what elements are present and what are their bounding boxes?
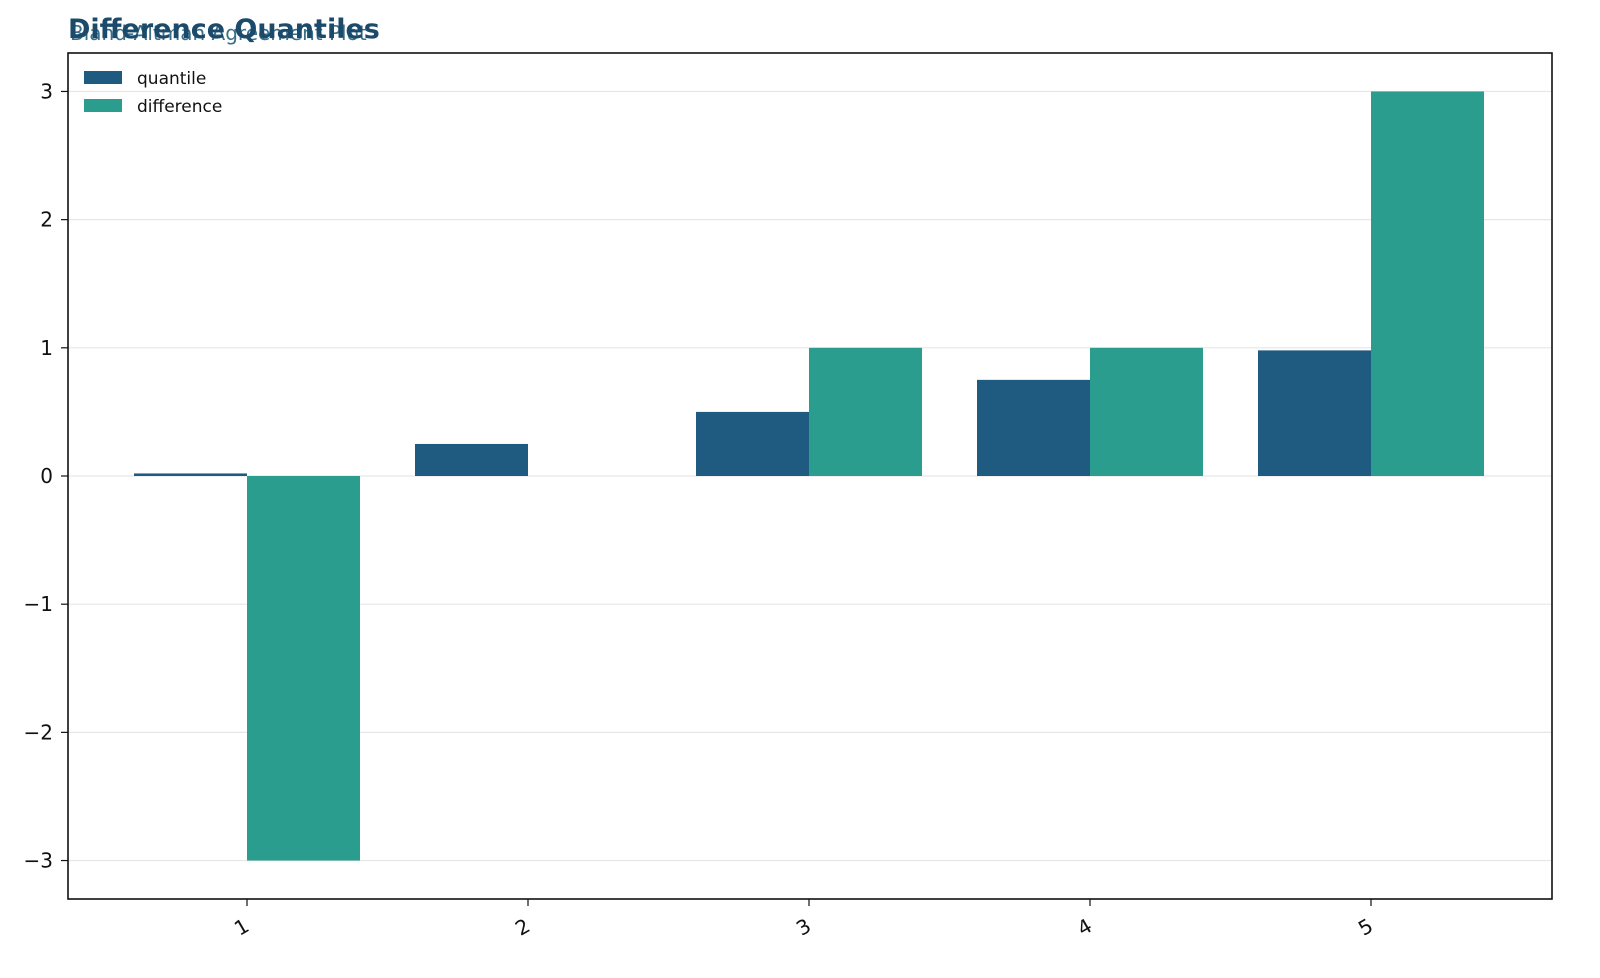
- y-tick-label: 3: [40, 79, 53, 103]
- x-axis: 1 2 3 4 5: [230, 899, 1377, 941]
- bar-difference-5: [1371, 91, 1484, 477]
- x-tick-label: 5: [1354, 913, 1377, 940]
- chart-title: Difference Quantiles: [68, 14, 380, 45]
- bar-quantile-5: [1258, 350, 1371, 476]
- bar-quantile-1: [134, 473, 247, 476]
- legend: quantile difference: [84, 69, 222, 117]
- legend-label-difference: difference: [137, 97, 222, 117]
- bar-quantile-2: [415, 443, 528, 476]
- bar-quantile-4: [977, 379, 1090, 476]
- bar-quantile-3: [696, 411, 809, 476]
- x-tick-label: 2: [511, 913, 534, 940]
- chart-subtitle: Bland-Altman Agreement Plot: [70, 21, 367, 45]
- y-tick-label: 1: [40, 336, 53, 360]
- legend-label-quantile: quantile: [137, 69, 206, 89]
- bar-difference-3: [809, 347, 922, 476]
- y-tick-label: −3: [24, 849, 53, 873]
- y-axis: −3 −2 −1 0 1 2 3: [24, 79, 68, 873]
- y-tick-label: −1: [24, 592, 53, 616]
- x-tick-label: 3: [792, 913, 815, 940]
- legend-swatch-quantile: [84, 71, 122, 84]
- bar-difference-4: [1090, 347, 1203, 476]
- bars: [134, 91, 1484, 861]
- y-tick-label: 2: [40, 208, 53, 232]
- y-tick-label: 0: [40, 464, 53, 488]
- bar-difference-1: [247, 476, 360, 861]
- y-tick-label: −2: [24, 720, 53, 744]
- legend-swatch-difference: [84, 99, 122, 112]
- x-tick-label: 1: [230, 913, 253, 940]
- x-tick-label: 4: [1073, 913, 1096, 940]
